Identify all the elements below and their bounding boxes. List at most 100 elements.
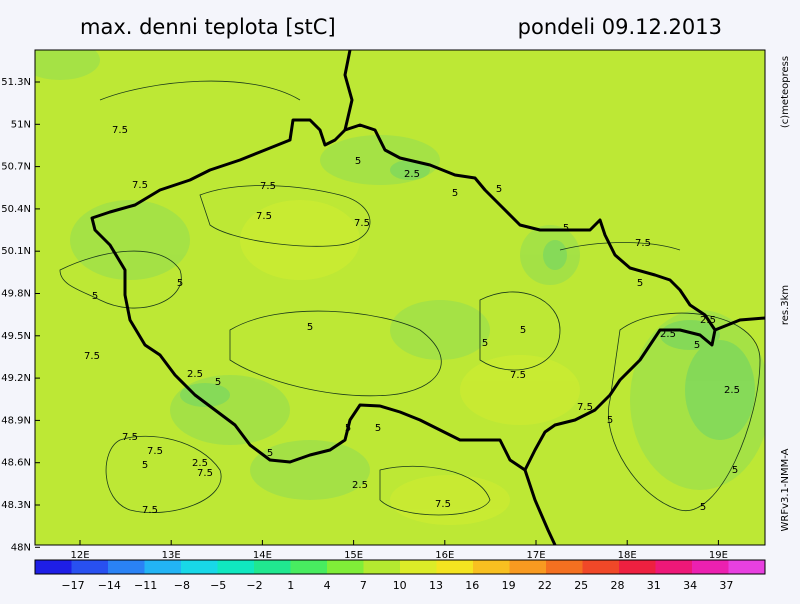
contour-label: 7.5 [142,505,158,516]
colorbar-label: 31 [647,579,661,592]
contour-label: 7.5 [256,211,272,222]
contour-label: 5 [496,184,502,195]
contour-label: 5 [482,338,488,349]
colorbar-cell [327,560,364,574]
contour-label: 5 [92,291,98,302]
lat-label: 49.8N [1,289,31,300]
lon-label: 15E [344,550,363,561]
contour-label: 5 [563,223,569,234]
contour-label: 7.5 [132,180,148,191]
colorbar-cell [217,560,255,574]
side-text: res.3km [780,285,791,325]
colorbar-cell [181,560,218,574]
overlay: 51.3N 51N 50.7N 50.4N 50.1N 49.8N 49.5N 49.2N 48… [1,56,791,592]
colorbar-label: −14 [98,579,121,592]
lat-label: 48N [11,542,31,553]
colorbar-frame [34,559,766,575]
border-pl-sk [714,316,765,332]
colorbar-cell [35,560,72,574]
colorbar-cell [692,560,729,574]
lat-label: 51.3N [1,77,31,88]
colorbar-label: 1 [287,579,294,592]
contour-label: 5 [732,465,738,476]
lon-label: 14E [253,550,272,561]
colorbar-cell [400,560,437,574]
colorbar-label: 22 [538,579,552,592]
contour-label: 7.5 [260,181,276,192]
colorbar-cell [546,560,583,574]
colorbar-label: −8 [174,579,190,592]
colorbar-label: 7 [360,579,367,592]
contour-label: 2.5 [700,315,716,326]
colorbar-cell [363,560,401,574]
lat-label: 48.3N [1,500,31,511]
contour-label: 5 [355,156,361,167]
colorbar-label: 37 [719,579,733,592]
contour-label: 2.5 [192,458,208,469]
map-area [35,50,765,545]
contour-label: 5 [452,188,458,199]
lon-label: 18E [618,550,637,561]
colorbar-label: −17 [61,579,84,592]
contour-label: 5 [267,448,273,459]
colorbar-cell [108,560,145,574]
colorbar-cell [655,560,693,574]
contour-label: 7.5 [147,446,163,457]
colorbar-cell [71,560,109,574]
colorbar-cell [290,560,328,574]
contour-label: 5 [520,325,526,336]
colorbar-label: −5 [210,579,226,592]
side-text: WRFv3.1-NMM-A [780,448,791,531]
lat-label: 48.6N [1,458,31,469]
contour-label: 7.5 [577,402,593,413]
map-frame [34,49,766,546]
colorbar-label: 13 [429,579,443,592]
colorbar-cell [436,560,474,574]
border-sk [523,469,557,545]
contour-label: 5 [637,278,643,289]
colorbar-cell [728,560,766,574]
colorbar-cell [509,560,547,574]
colorbar-cell [144,560,182,574]
colorbar-cell [254,560,291,574]
contour-label: 5 [307,322,313,333]
contour-label: 5 [700,502,706,513]
contour-label: 5 [177,278,183,289]
lon-label: 19E [709,550,728,561]
contour-label: 7.5 [112,125,128,136]
colorbar-label: 16 [465,579,479,592]
border-cz [90,118,717,472]
contour-label: 7.5 [510,370,526,381]
colorbar-label: 10 [393,579,407,592]
date: pondeli 09.12.2013 [518,15,722,39]
contour-label: 2.5 [352,480,368,491]
contour-label: 5 [215,377,221,388]
contour-label: 5 [607,415,613,426]
colorbar-label: 25 [574,579,588,592]
lon-label: 16E [435,550,454,561]
contour-label: 7.5 [84,351,100,362]
map-background [35,50,765,545]
colorbar-label: 19 [502,579,516,592]
contour-label: 5 [142,460,148,471]
contour-label: 5 [694,340,700,351]
side-text: (c)meteopress [780,56,791,128]
lat-label: 49.2N [1,373,31,384]
contour-label: 7.5 [435,499,451,510]
colorbar-cell [473,560,510,574]
lat-label: 50.4N [1,204,31,215]
contour-label: 2.5 [724,385,740,396]
contour-label: 7.5 [122,432,138,443]
contour-label: 7.5 [354,218,370,229]
lat-label: 51N [11,119,31,130]
colorbar-label: 34 [683,579,697,592]
contour-label: 2.5 [660,329,676,340]
border-de-pl [343,50,354,131]
contour-label: 2.5 [404,169,420,180]
cold-zones [180,160,755,440]
colorbar-cell [582,560,620,574]
contour-label: 7.5 [197,468,213,479]
lat-label: 48.9N [1,415,31,426]
